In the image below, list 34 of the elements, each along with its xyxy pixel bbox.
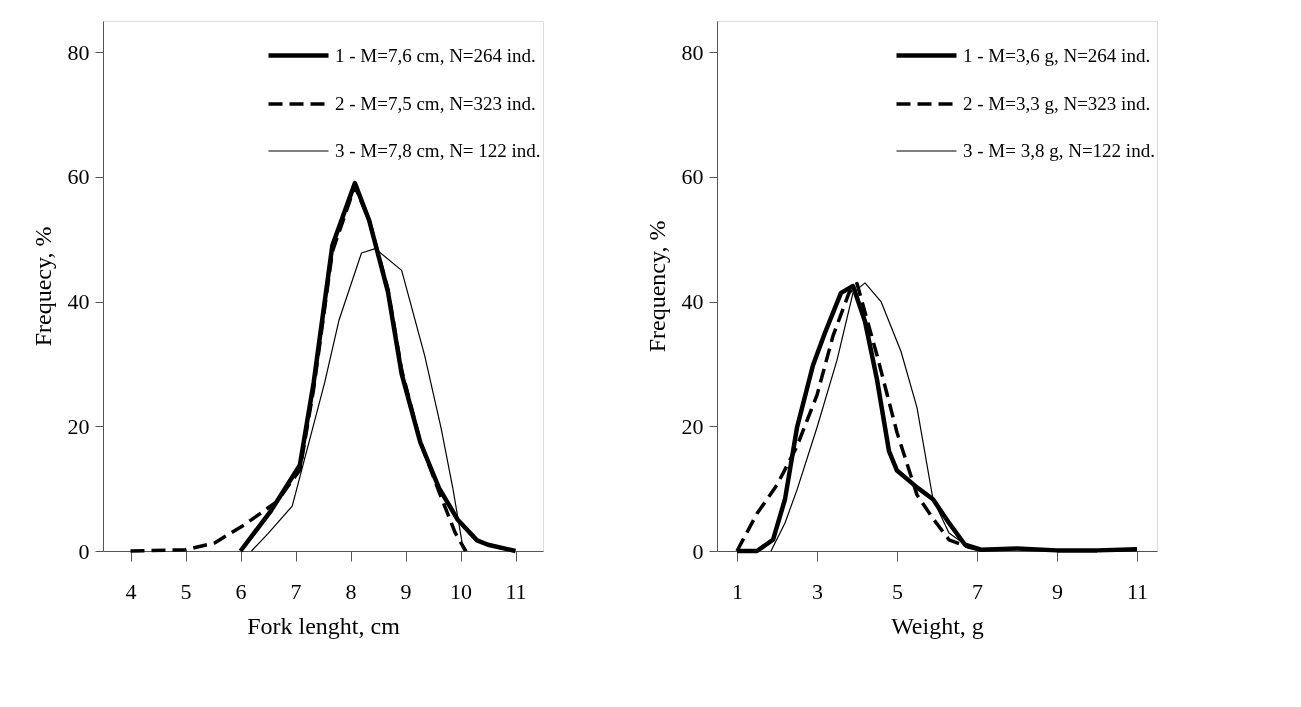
x-tick-label: 4 (125, 578, 137, 604)
x-axis-title: Weight, g (891, 612, 984, 639)
x-tick-label: 11 (1126, 578, 1149, 604)
legend-label: 3 - M= 3,8 g, N=122 ind. (963, 140, 1155, 161)
x-tick-label: 5 (180, 578, 192, 604)
x-tick-label: 3 (812, 578, 823, 604)
y-tick-label: 80 (681, 39, 704, 65)
x-tick-label: 9 (1052, 578, 1063, 604)
x-tick-label: 8 (345, 578, 357, 604)
x-tick-label: 1 (732, 578, 743, 604)
legend-label: 2 - M=3,3 g, N=323 ind. (963, 93, 1151, 114)
y-axis-title: Frequency, % (643, 220, 670, 353)
y-tick-label: 20 (681, 413, 704, 439)
legend-label: 3 - M=7,8 cm, N= 122 ind. (335, 140, 541, 161)
y-tick-label: 60 (681, 164, 704, 190)
x-tick-label: 5 (892, 578, 903, 604)
x-tick-label: 9 (400, 578, 412, 604)
legend-label: 1 - M=3,6 g, N=264 ind. (963, 44, 1151, 66)
y-tick-label: 40 (681, 289, 704, 315)
x-tick-label: 10 (450, 578, 472, 604)
legend-label: 2 - M=7,5 cm, N=323 ind. (335, 93, 536, 114)
y-tick-label: 0 (78, 538, 90, 564)
y-tick-label: 0 (692, 538, 704, 564)
x-tick-label: 11 (505, 578, 527, 604)
y-tick-label: 20 (67, 413, 90, 439)
x-tick-label: 6 (235, 578, 247, 604)
x-tick-label: 7 (290, 578, 302, 604)
y-tick-label: 80 (67, 39, 90, 65)
x-axis-title: Fork lenght, cm (247, 612, 401, 639)
y-axis-title: Frequecy, % (29, 226, 56, 347)
y-tick-label: 40 (67, 289, 90, 315)
y-tick-label: 60 (67, 164, 90, 190)
x-tick-label: 7 (972, 578, 983, 604)
legend-label: 1 - M=7,6 cm, N=264 ind. (335, 44, 536, 66)
